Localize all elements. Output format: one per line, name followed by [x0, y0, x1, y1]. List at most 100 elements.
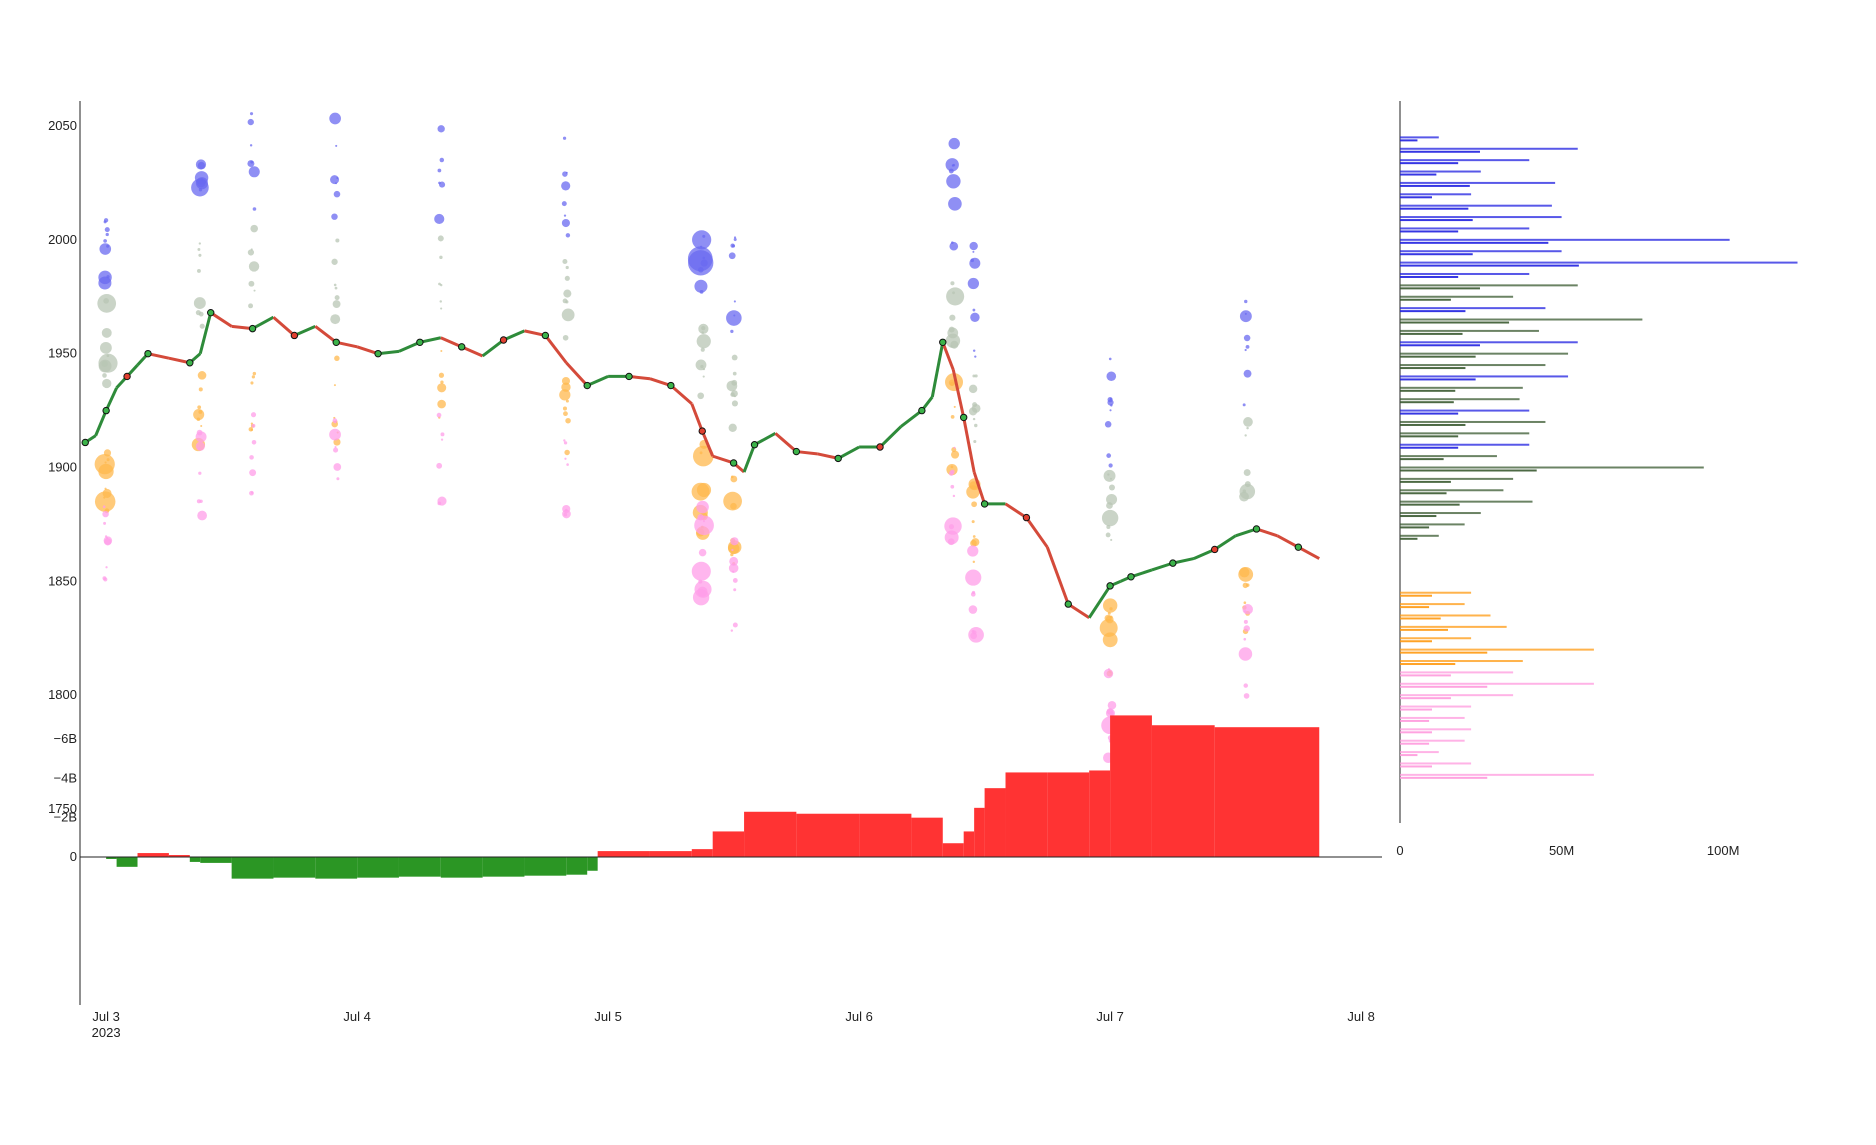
level-bubble [1107, 611, 1111, 615]
level-bubble [198, 253, 202, 257]
level-bubble [970, 539, 977, 547]
level-bubble [731, 548, 734, 552]
level-bubble [439, 283, 443, 287]
level-bubble [102, 510, 109, 518]
level-bubble [730, 243, 735, 248]
level-bubble [440, 307, 443, 310]
price-line-segment [544, 334, 568, 364]
level-bubble [1242, 604, 1253, 615]
volume-profile-bar [1400, 196, 1432, 199]
level-bubble [726, 310, 742, 326]
level-bubble [974, 423, 978, 428]
level-bubble [250, 248, 253, 251]
level-bubble [732, 371, 737, 376]
trade-marker [1106, 582, 1114, 590]
price-line-segment [314, 325, 338, 344]
volume-profile-bar [1400, 435, 1459, 438]
trade-marker [1169, 559, 1177, 567]
price-y-ticks: 1750 1800 1850 1900 1950 2000 2050 [48, 118, 77, 816]
level-bubble [334, 286, 338, 290]
level-bubble [335, 144, 338, 147]
level-bubble [94, 454, 115, 475]
volume-profile-bar [1400, 674, 1451, 677]
level-bubble [965, 569, 982, 586]
volume-profile-bar [1400, 477, 1514, 480]
level-bubble [98, 353, 118, 373]
volume-profile-bar [1400, 307, 1546, 310]
level-bubble [102, 378, 112, 389]
price-line-segment [972, 471, 987, 505]
level-bubble [702, 368, 706, 371]
volume-profile-bar [1400, 432, 1530, 435]
delta-y-tick-label: −6B [54, 731, 78, 746]
level-bubble [953, 446, 956, 449]
volume-profile-bars [1400, 136, 1798, 779]
level-bubble [692, 445, 714, 467]
level-bubble [440, 350, 443, 353]
level-bubble [1106, 371, 1117, 382]
volume-profile-bar [1400, 469, 1537, 472]
volume-profile-bar [1400, 401, 1454, 404]
level-bubble [247, 118, 254, 126]
delta-area-positive-segment [315, 857, 358, 879]
level-bubble [94, 491, 116, 512]
level-bubble [563, 439, 566, 442]
volume-profile-bar [1400, 207, 1469, 210]
level-bubble [948, 197, 962, 211]
volume-profile-bar [1400, 697, 1451, 700]
trade-marker [541, 331, 550, 340]
level-bubble [1103, 668, 1114, 679]
level-bubble [197, 510, 207, 521]
price-line-segment [94, 410, 108, 437]
delta-area-positive-segment [440, 857, 483, 878]
volume-profile-bar [1400, 173, 1437, 176]
level-bubble [972, 417, 976, 421]
price-line-segment [774, 432, 798, 453]
trade-markers [81, 308, 1303, 608]
level-bubble [103, 496, 106, 499]
delta-area-negative-segment [911, 817, 943, 857]
level-bubble [561, 218, 570, 228]
volume-profile-bar [1400, 216, 1562, 219]
volume-profile-bar [1400, 389, 1456, 392]
level-bubble [197, 405, 202, 410]
level-bubble [564, 457, 567, 460]
level-bubble [561, 376, 571, 386]
level-bubble [440, 380, 444, 384]
price-line-segment [878, 425, 902, 449]
volume-profile-bar [1400, 219, 1473, 222]
level-bubble [950, 281, 955, 286]
level-bubble [199, 323, 205, 329]
volume-profile-bar [1400, 341, 1578, 344]
price-line-segment [586, 375, 609, 387]
volume-profile-bar [1400, 515, 1437, 518]
volume-profile-bar [1400, 355, 1476, 358]
level-bubble [967, 277, 980, 290]
level-bubble [565, 417, 571, 424]
volume-profile-bar [1400, 193, 1472, 196]
volume-profile-bar [1400, 159, 1530, 162]
delta-area-positive-segment [482, 857, 525, 877]
delta-area-negative-segment [963, 831, 975, 857]
level-bubble [972, 402, 978, 408]
volume-profile-bar [1400, 651, 1488, 654]
price-line-segment [481, 338, 505, 358]
level-bubble [973, 439, 977, 444]
price-line-segment [565, 361, 589, 387]
price-line-segment [742, 444, 756, 473]
price-y-tick-label: 2050 [48, 118, 77, 133]
trade-marker [834, 454, 842, 463]
trade-marker [499, 336, 508, 344]
volume-profile-bar [1400, 537, 1418, 540]
level-bubble [968, 627, 984, 643]
trade-marker [81, 438, 89, 447]
level-bubble [1102, 598, 1118, 613]
trade-marker [1022, 513, 1031, 522]
volume-profile-bar [1400, 446, 1459, 449]
level-bubble [193, 409, 205, 421]
trade-marker [729, 459, 738, 467]
volume-profile-bar [1400, 682, 1594, 685]
level-bubble [196, 417, 201, 422]
price-line-segment [198, 312, 213, 355]
